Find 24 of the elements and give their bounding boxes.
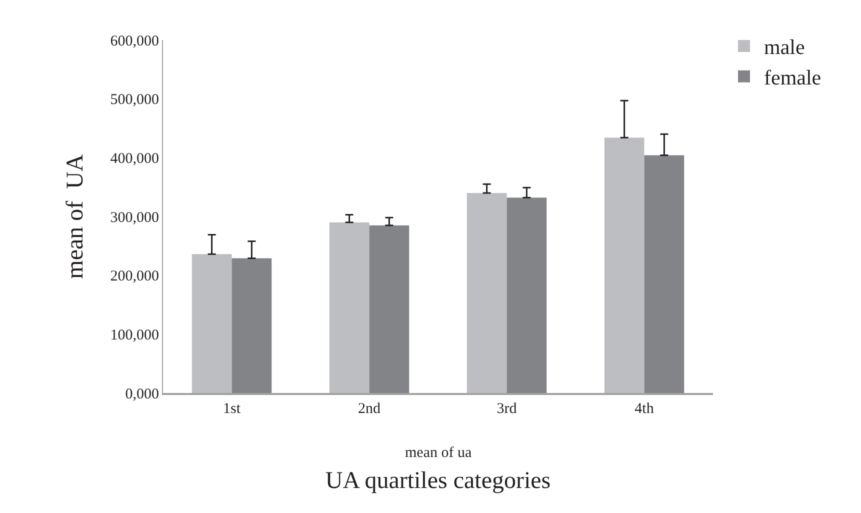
- x-tick-label: 2nd: [358, 401, 381, 417]
- bar: [192, 254, 232, 393]
- y-tick-label: 100,000: [110, 327, 159, 344]
- y-axis-title: mean of UA: [62, 154, 88, 279]
- y-tick-label: 500,000: [110, 92, 159, 108]
- legend-label: female: [764, 66, 822, 90]
- x-tick-label: 4th: [634, 401, 654, 417]
- bar: [232, 258, 272, 393]
- bar: [466, 192, 507, 393]
- text: mean of ua: [405, 445, 472, 461]
- bar: [329, 222, 370, 393]
- y-tick-label: 300,000: [110, 210, 159, 226]
- bar: [644, 155, 684, 393]
- x-tick-label: 3rd: [496, 401, 518, 417]
- bar: [604, 138, 644, 393]
- x-axis-title: UA quartiles categories: [325, 468, 551, 494]
- y-tick-label: 600,000: [110, 33, 159, 50]
- bar: [506, 198, 547, 393]
- y-tick-label: 0,000: [125, 386, 159, 402]
- y-tick-label: 200,000: [110, 268, 159, 285]
- y-tick-label: 400,000: [110, 150, 159, 167]
- x-tick-label: 1st: [222, 401, 242, 417]
- bar: [369, 225, 410, 393]
- legend-label: male: [764, 35, 805, 60]
